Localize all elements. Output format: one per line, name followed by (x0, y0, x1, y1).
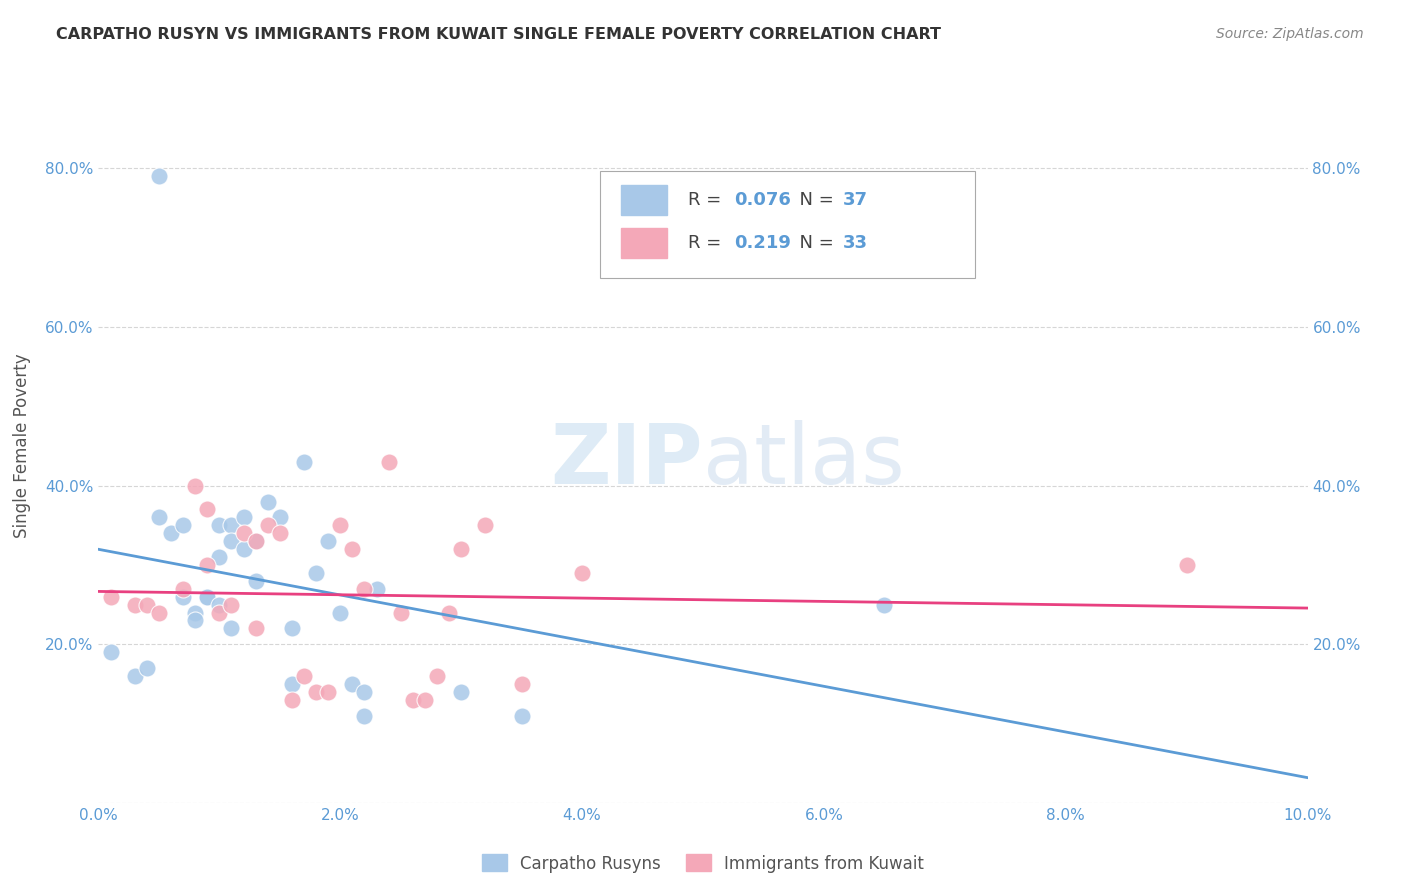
Point (135, 598, 157, 612)
Point (437, 606, 460, 620)
Point (342, 542, 364, 557)
Text: CARPATHO RUSYN VS IMMIGRANTS FROM KUWAIT SINGLE FEMALE POVERTY CORRELATION CHART: CARPATHO RUSYN VS IMMIGRANTS FROM KUWAIT… (56, 27, 941, 42)
Point (245, 574, 267, 588)
Point (281, 621, 304, 635)
Point (195, 502, 218, 516)
Text: atlas: atlas (703, 420, 904, 500)
Point (195, 590, 218, 604)
Point (281, 677, 304, 691)
Point (148, 169, 170, 184)
Point (135, 661, 157, 675)
Point (450, 685, 472, 699)
Point (353, 582, 375, 596)
Y-axis label: Single Female Poverty: Single Female Poverty (13, 354, 31, 538)
Text: R =: R = (689, 191, 727, 209)
Point (208, 549, 231, 564)
Point (316, 685, 339, 699)
Point (353, 708, 375, 723)
Point (100, 645, 122, 659)
Point (305, 685, 328, 699)
Point (184, 606, 207, 620)
Point (329, 606, 352, 620)
Point (221, 598, 243, 612)
Text: 0.076: 0.076 (734, 191, 792, 209)
Point (292, 455, 315, 469)
Point (232, 510, 254, 524)
Point (413, 692, 436, 706)
Legend: Carpatho Rusyns, Immigrants from Kuwait: Carpatho Rusyns, Immigrants from Kuwait (475, 847, 931, 880)
Point (195, 590, 218, 604)
Point (269, 526, 291, 541)
Point (208, 598, 231, 612)
Text: Source: ZipAtlas.com: Source: ZipAtlas.com (1216, 27, 1364, 41)
Point (402, 692, 425, 706)
Point (474, 518, 496, 533)
Point (184, 614, 207, 628)
Point (245, 534, 267, 549)
Text: 37: 37 (844, 191, 869, 209)
Point (221, 621, 243, 635)
Point (172, 590, 194, 604)
Point (389, 606, 412, 620)
Point (366, 582, 388, 596)
Point (195, 558, 218, 572)
Point (221, 518, 243, 533)
Text: ZIP: ZIP (551, 420, 703, 500)
Point (305, 566, 328, 580)
Point (232, 542, 254, 557)
Text: 33: 33 (844, 234, 869, 252)
Point (281, 692, 304, 706)
Point (510, 677, 533, 691)
Point (172, 582, 194, 596)
Point (245, 621, 267, 635)
Point (124, 669, 146, 683)
Text: R =: R = (689, 234, 727, 252)
Point (450, 542, 472, 557)
Point (426, 669, 449, 683)
Point (353, 685, 375, 699)
Point (1175, 558, 1198, 572)
Text: N =: N = (787, 191, 839, 209)
Point (232, 526, 254, 541)
Point (873, 598, 896, 612)
Point (510, 708, 533, 723)
Text: N =: N = (787, 234, 839, 252)
Point (256, 518, 278, 533)
Point (342, 677, 364, 691)
FancyBboxPatch shape (600, 171, 976, 278)
Point (172, 518, 194, 533)
Point (269, 510, 291, 524)
Point (377, 455, 399, 469)
Text: 0.219: 0.219 (734, 234, 792, 252)
Point (160, 526, 183, 541)
Point (208, 518, 231, 533)
Bar (621, 185, 666, 215)
Point (571, 566, 593, 580)
Point (148, 606, 170, 620)
Bar (621, 227, 666, 258)
Point (245, 534, 267, 549)
Point (256, 494, 278, 508)
Point (184, 478, 207, 492)
Point (329, 518, 352, 533)
Point (292, 669, 315, 683)
Point (208, 606, 231, 620)
Point (148, 510, 170, 524)
Point (124, 598, 146, 612)
Point (221, 534, 243, 549)
Point (100, 590, 122, 604)
Point (316, 534, 339, 549)
